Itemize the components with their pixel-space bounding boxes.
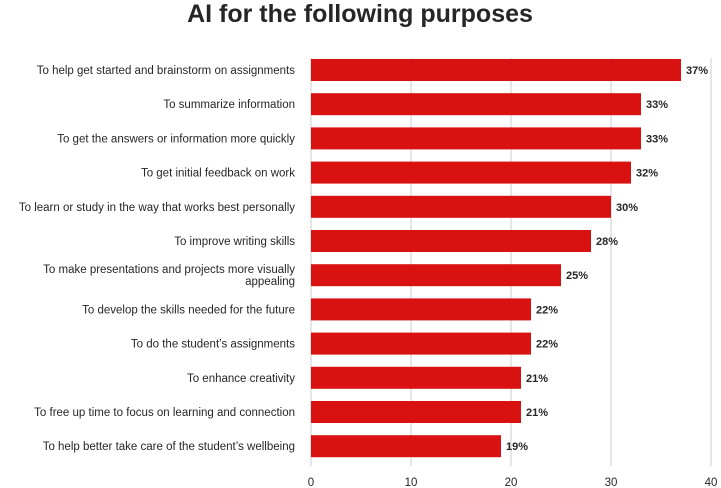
value-label: 32% [636,168,658,180]
bar [311,298,531,321]
category-label: To summarize information [163,99,295,111]
category-label: To do the student’s assignments [131,339,295,351]
value-label: 19% [506,441,528,453]
x-tick-label: 0 [308,477,314,488]
x-tick-label: 20 [505,477,518,488]
bar [311,332,531,355]
value-label: 25% [566,270,588,282]
value-label: 28% [596,236,618,248]
value-label: 22% [536,339,558,351]
bars [311,59,681,458]
bar [311,195,611,218]
category-label: To enhance creativity [187,373,295,385]
category-label: To develop the skills needed for the fut… [82,304,295,316]
grid-lines [310,58,712,466]
bar [311,230,591,252]
x-tick-label: 30 [605,477,618,488]
bar [311,401,521,423]
category-label: To get the answers or information more q… [57,133,295,145]
category-label: To help get started and brainstorm on as… [37,65,296,77]
category-label: To learn or study in the way that works … [19,202,295,214]
bar [311,435,501,458]
value-label: 22% [536,304,558,316]
bar [311,366,521,389]
category-label: To improve writing skills [174,236,295,248]
value-label: 37% [686,65,708,77]
chart-title: AI for the following purposes [187,0,533,28]
value-label: 30% [616,202,638,214]
bar [311,161,631,184]
category-label: To free up time to focus on learning and… [34,407,295,419]
value-label: 33% [646,133,668,145]
value-label: 21% [526,407,548,419]
value-label: 33% [646,99,668,111]
category-label: To make presentations and projects more … [43,264,295,288]
x-tick-label: 40 [705,477,718,488]
category-label: To help better take care of the student’… [43,441,295,453]
bar [311,127,641,150]
value-labels: 37% 33% 33% 32% 30% 28% 25% 22% 22% 21% 21% 19% [506,65,708,453]
x-tick-label: 10 [405,477,418,488]
value-label: 21% [526,373,548,385]
category-labels: To help get started and brainstorm on as… [19,65,295,453]
category-label: To get initial feedback on work [141,168,295,180]
bar [311,93,641,116]
bar [311,264,561,287]
bar [311,59,681,81]
x-axis-ticks: 0 10 20 30 40 [308,477,718,488]
